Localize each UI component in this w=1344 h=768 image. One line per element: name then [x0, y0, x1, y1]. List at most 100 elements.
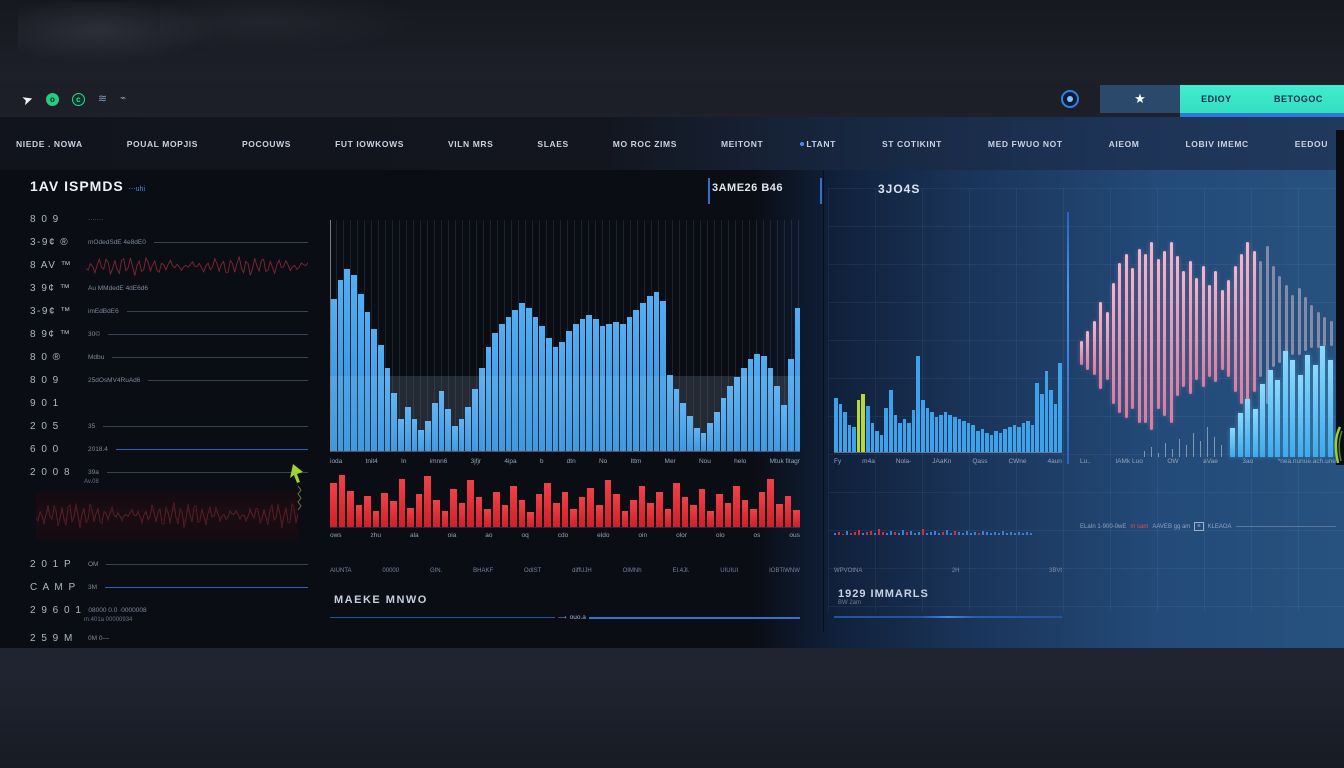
mid-histogram-chart[interactable]	[834, 348, 1062, 453]
tick-label: oia	[447, 532, 457, 539]
list-row[interactable]: 2 0 5 35	[30, 415, 308, 438]
slider-track-right[interactable]	[588, 616, 800, 619]
nav-item[interactable]: EEDOU	[1294, 138, 1328, 149]
list-row[interactable]: 8 0 ® Mdbu	[30, 346, 308, 369]
list-row[interactable]: 3 9¢ ™ Au MMdedE 4dE6d6	[30, 277, 308, 300]
candlestick-chart[interactable]	[1080, 215, 1336, 457]
bar	[371, 328, 378, 451]
row-value: 2018.4	[88, 446, 108, 453]
bar	[843, 412, 847, 452]
layers-icon[interactable]: ≋	[97, 92, 108, 105]
spark-bar	[970, 533, 972, 535]
nav-item[interactable]: POCOUWS	[242, 138, 292, 149]
list-row[interactable]: 2 9 6 0 1 08000 0.0 ·0000008	[30, 599, 308, 622]
app-icon-green-o[interactable]: o	[45, 92, 59, 106]
cyan-bar	[1267, 369, 1273, 457]
list-row[interactable]: 8 0 9 25dOsMV4RuAd6	[30, 369, 308, 392]
row-line	[153, 242, 308, 243]
star-button[interactable]: ★	[1100, 85, 1180, 113]
nav-item[interactable]: POUAL MOPJIS	[126, 138, 198, 149]
nav-group-right: LTANT ST COTIKINT MED FWUO NOT AIEOM LOBIV I…	[806, 139, 1328, 149]
bar	[866, 406, 870, 452]
candle-line	[1105, 311, 1109, 380]
bar	[498, 323, 505, 451]
eye-dot	[1067, 96, 1073, 102]
list-row[interactable]: 2 0 0 8 39a	[30, 461, 308, 484]
bar	[532, 317, 539, 451]
pulse-icon[interactable]: ⌁	[120, 93, 126, 104]
bar	[337, 280, 344, 451]
bar	[372, 511, 380, 527]
sell-button[interactable]: BETOGOC	[1273, 94, 1323, 104]
bar	[586, 314, 593, 451]
nav-item[interactable]: MED FWUO NOT	[987, 138, 1063, 149]
right-footer-left: ELaIn 1-900-0wE	[1080, 523, 1127, 530]
spark-bar	[870, 531, 872, 535]
nav-item[interactable]: VILN MRS	[448, 138, 494, 149]
main-volume-chart[interactable]	[330, 220, 801, 452]
nav-item[interactable]: NIEDE . NOWA	[16, 138, 83, 149]
nav-item[interactable]: AIEOM	[1108, 138, 1140, 149]
range-slider[interactable]: ⟶ ouo.a	[330, 614, 800, 621]
list-row[interactable]: 3-9¢ ™ imEdBdE6	[30, 300, 308, 323]
micro-spike	[1214, 437, 1215, 457]
spark-bar	[938, 533, 940, 535]
micro-spike	[1179, 439, 1180, 457]
list-row[interactable]: 9 0 1	[30, 392, 308, 415]
nav-item[interactable]: MO ROC ZIMS	[612, 138, 677, 149]
list-row[interactable]: 8 0 9 ·······	[30, 208, 308, 231]
nav-item[interactable]: MEITONT	[720, 138, 764, 149]
tick-label: eldo	[597, 532, 610, 539]
tick-label: m4a	[862, 458, 875, 465]
bar	[411, 418, 418, 451]
list-row[interactable]: 8 9¢ ™ 30©	[30, 323, 308, 346]
cyan-bar	[1230, 427, 1235, 457]
bar	[613, 321, 619, 451]
bar	[875, 431, 879, 452]
list-row[interactable]: 3-9¢ ® mOdedSdE 4e8dE0	[30, 231, 308, 254]
list-row[interactable]: 2 5 9 M 0M 0—	[30, 627, 308, 650]
list-row[interactable]: 8 AV ™	[30, 254, 309, 277]
tick-label: ows	[330, 532, 342, 539]
nav-item[interactable]: ST COTIKINT	[881, 138, 942, 149]
nav-item[interactable]: LTANT	[806, 138, 836, 149]
eye-icon[interactable]	[1061, 90, 1079, 108]
cyan-bar	[1252, 408, 1258, 457]
mid-range-slider[interactable]	[834, 616, 1062, 618]
candle-line	[1208, 285, 1211, 378]
bar	[673, 388, 680, 451]
row-line	[126, 311, 308, 312]
bar	[630, 499, 637, 527]
list-row[interactable]: 6 0 0 2018.4	[30, 438, 308, 461]
red-bars-chart[interactable]	[330, 470, 800, 528]
nav-item[interactable]: FUT IOWKOWS	[335, 138, 404, 149]
row-value: 39a	[88, 469, 99, 476]
green-cursor-marker	[290, 464, 303, 511]
row-label: 9 0 1	[30, 398, 60, 409]
scrollbar-strip[interactable]	[1336, 130, 1344, 465]
bar	[647, 503, 654, 527]
tick-label: BHAKF	[473, 568, 494, 574]
green-edge-marker	[1334, 426, 1343, 464]
row-value: Au MMdedE 4dE6d6	[88, 285, 148, 292]
app-icon-green-c[interactable]: c	[71, 92, 85, 106]
bar	[1026, 420, 1030, 452]
bar	[438, 390, 445, 451]
buy-button[interactable]: EDIOY	[1201, 94, 1232, 104]
bar	[364, 312, 371, 451]
bar	[338, 474, 346, 527]
slider-track-left[interactable]	[330, 617, 555, 618]
spark-bar	[954, 531, 956, 535]
nav-item[interactable]: LOBIV IMEMC	[1185, 138, 1249, 149]
spark-bar	[982, 531, 984, 535]
badge-box-icon[interactable]: ≡	[1194, 522, 1204, 531]
list-row[interactable]: C A M P 3M	[30, 576, 308, 599]
candle-line	[1188, 260, 1192, 395]
mid-sparkline-row	[834, 526, 1062, 535]
bar	[966, 422, 971, 452]
micro-spike	[1151, 447, 1152, 457]
nav-item[interactable]: SLAES	[537, 138, 569, 149]
bar	[680, 402, 687, 451]
list-row[interactable]: 2 0 1 P OM	[30, 553, 308, 576]
cursor-arrow-icon[interactable]: ➤	[19, 90, 35, 108]
